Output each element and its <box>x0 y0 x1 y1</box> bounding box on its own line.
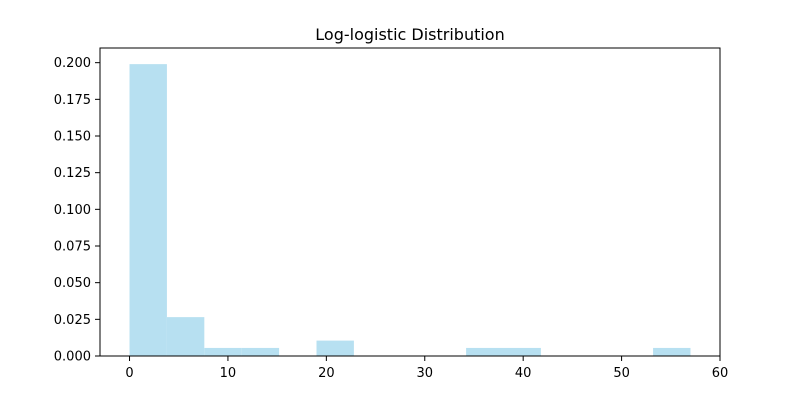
histogram-bar <box>653 347 691 356</box>
y-tick-label: 0.075 <box>54 240 91 255</box>
y-tick-label: 0.050 <box>54 276 91 291</box>
x-tick-label: 40 <box>515 366 532 381</box>
chart-title: Log-logistic Distribution <box>315 25 504 44</box>
x-tick-label: 30 <box>416 366 433 381</box>
y-tick-label: 0.200 <box>54 56 91 71</box>
plot-frame <box>99 47 721 357</box>
histogram-bar <box>129 64 167 356</box>
x-axis: 0 10 20 30 40 50 60 <box>125 356 728 381</box>
histogram-bar <box>466 347 504 356</box>
y-tick-label: 0.100 <box>54 203 91 218</box>
x-tick-label: 50 <box>613 366 630 381</box>
x-tick-label: 20 <box>318 366 335 381</box>
x-tick-label: 60 <box>712 366 729 381</box>
y-tick-label: 0.025 <box>54 313 91 328</box>
y-tick-label: 0.150 <box>54 130 91 145</box>
histogram-bar <box>241 347 280 356</box>
x-tick-label: 10 <box>220 366 237 381</box>
x-tick-label: 0 <box>125 366 133 381</box>
y-tick-label: 0.000 <box>54 350 91 365</box>
histogram-bar <box>503 347 541 356</box>
histogram-bar <box>204 347 242 356</box>
y-tick-label: 0.125 <box>54 166 91 181</box>
bars-group <box>129 64 691 356</box>
histogram-bar <box>166 317 205 356</box>
y-tick-label: 0.175 <box>54 93 91 108</box>
y-axis: 0.000 0.025 0.050 0.075 0.100 0.125 0.150 0.175… <box>54 56 100 365</box>
histogram-bar <box>316 340 354 356</box>
